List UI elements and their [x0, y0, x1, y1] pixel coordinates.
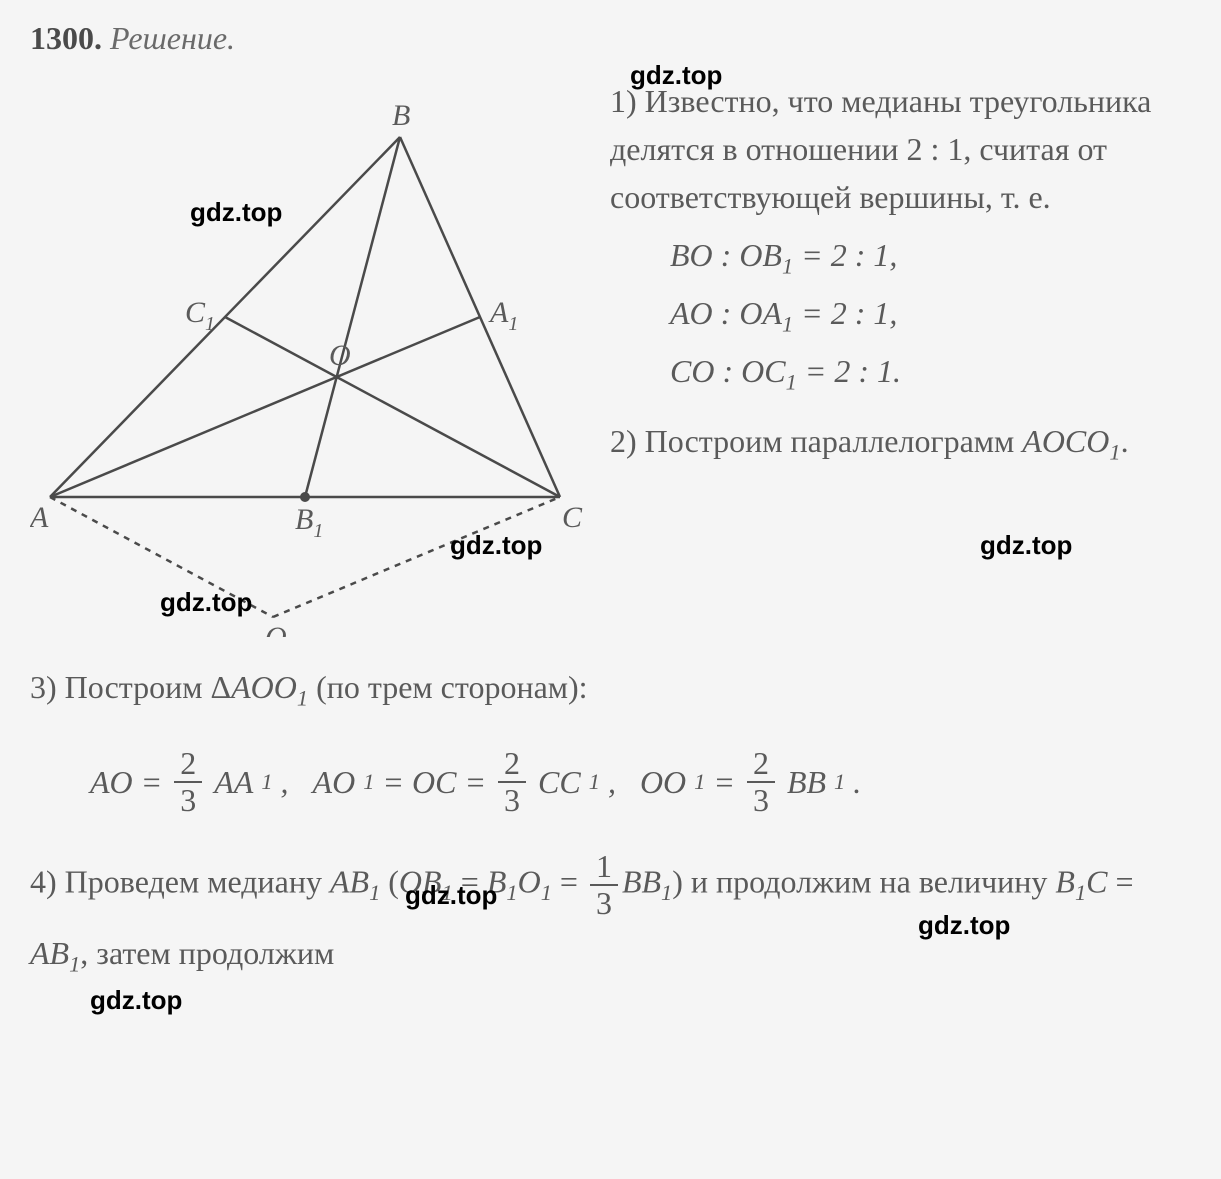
svg-text:O1: O1 — [265, 621, 297, 637]
ratio-2: AO : OA1 = 2 : 1, — [670, 289, 1191, 341]
problem-label: Решение. — [110, 20, 235, 56]
ratio-1: BO : OB1 = 2 : 1, — [670, 231, 1191, 283]
step1-text: 1) Известно, что медианы треугольника де… — [610, 77, 1191, 221]
svg-text:B1: B1 — [295, 503, 323, 542]
svg-text:A: A — [30, 501, 49, 534]
svg-text:A1: A1 — [488, 296, 518, 335]
fraction: 13 — [590, 849, 618, 921]
equation-line: AO = 23 AA1, AO1 = OC = 23 CC1, OO1 = 23… — [90, 746, 1191, 818]
fraction: 23 — [174, 746, 202, 818]
ratio-3: CO : OC1 = 2 : 1. — [670, 347, 1191, 399]
watermark: gdz.top — [980, 530, 1072, 561]
fraction: 23 — [498, 746, 526, 818]
svg-text:C1: C1 — [185, 296, 215, 335]
watermark: gdz.top — [190, 197, 282, 228]
svg-text:C: C — [562, 501, 583, 534]
fraction: 23 — [747, 746, 775, 818]
text-column: 1) Известно, что медианы треугольника де… — [610, 77, 1191, 637]
watermark: gdz.top — [630, 60, 722, 91]
problem-header: 1300. Решение. — [30, 20, 1191, 57]
step2-text: 2) Построим параллелограмм AOCO1. — [610, 417, 1191, 469]
ratio-block: BO : OB1 = 2 : 1, AO : OA1 = 2 : 1, CO :… — [610, 231, 1191, 399]
watermark: gdz.top — [160, 587, 252, 618]
watermark: gdz.top — [90, 985, 182, 1016]
svg-text:B: B — [392, 99, 410, 132]
problem-number: 1300. — [30, 20, 102, 56]
step4-text: 4) Проведем медиану AB1 (OB1 = B1O1 = 13… — [30, 849, 1191, 988]
watermark: gdz.top — [918, 910, 1010, 941]
watermark: gdz.top — [405, 880, 497, 911]
svg-text:O: O — [329, 339, 351, 372]
step3-text: 3) Построим ΔAOO1 (по трем сторонам): — [30, 662, 1191, 716]
watermark: gdz.top — [450, 530, 542, 561]
